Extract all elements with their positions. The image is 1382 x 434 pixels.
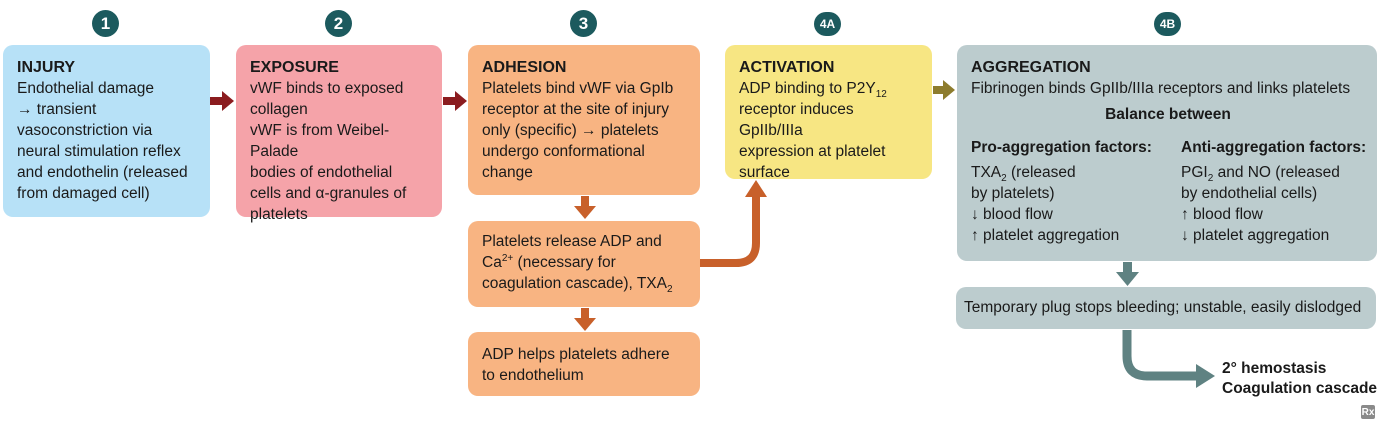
activation-line: ADP binding to P2Y12 <box>739 80 887 101</box>
adp-line: to endothelium <box>482 367 584 384</box>
pro-line: TXA2 (released <box>971 164 1076 185</box>
arrow-injury-to-exposure <box>210 91 234 111</box>
step-badge-4a: 4A <box>814 12 841 36</box>
step-badge-1: 1 <box>92 10 119 37</box>
rx-logo: Rx <box>1361 405 1375 419</box>
pro-line: ↓ blood flow <box>971 206 1053 223</box>
exposure-line: vWF is from Weibel-Palade <box>250 122 390 160</box>
anti-line: ↓ platelet aggregation <box>1181 227 1330 244</box>
exposure-line: cells and α-granules of <box>250 185 407 202</box>
adp-line: ADP helps platelets adhere <box>482 346 670 363</box>
injury-title: INJURY <box>17 59 76 76</box>
anti-line: ↑ blood flow <box>1181 206 1263 223</box>
platelet-release-box: Platelets release ADP and Ca2+ (necessar… <box>468 221 700 307</box>
arrow-release-to-activation <box>700 180 767 267</box>
temporary-plug-box: Temporary plug stops bleeding; unstable,… <box>956 287 1376 329</box>
pro-line: by platelets) <box>971 185 1055 202</box>
adhesion-line: receptor at the site of injury <box>482 101 669 118</box>
anti-aggregation-column: Anti-aggregation factors: PGI2 and NO (r… <box>1181 137 1366 246</box>
activation-box: ACTIVATION ADP binding to P2Y12 receptor… <box>725 45 932 181</box>
anti-line: by endothelial cells) <box>1181 185 1318 202</box>
injury-line: neural stimulation reflex <box>17 143 181 160</box>
aggregation-subtitle: Fibrinogen binds GpIIb/IIIa receptors an… <box>971 80 1351 97</box>
arrow-exposure-to-adhesion <box>443 91 467 111</box>
activation-line: expression at platelet <box>739 143 886 160</box>
arrow-plug-to-final <box>1122 330 1215 388</box>
aggregation-title: AGGREGATION <box>971 59 1091 76</box>
adhesion-title: ADHESION <box>482 59 567 76</box>
release-line: Platelets release ADP and <box>482 233 662 250</box>
adhesion-box: ADHESION Platelets bind vWF via GpIb rec… <box>468 45 700 195</box>
exposure-title: EXPOSURE <box>250 59 339 76</box>
activation-line: receptor induces GpIIb/IIIa <box>739 101 854 139</box>
exposure-box: EXPOSURE vWF binds to exposed collagen v… <box>236 45 442 223</box>
exposure-line: bodies of endothelial <box>250 164 393 181</box>
injury-line: → transient <box>17 101 97 118</box>
final-line: 2° hemostasis <box>1222 360 1327 377</box>
pro-aggregation-heading: Pro-aggregation factors: <box>971 139 1152 156</box>
adp-adherence-box: ADP helps platelets adhere to endotheliu… <box>468 332 700 396</box>
step-badge-4b: 4B <box>1154 12 1181 36</box>
adhesion-line: undergo conformational <box>482 143 645 160</box>
activation-title: ACTIVATION <box>739 59 835 76</box>
adhesion-line: Platelets bind vWF via GpIb <box>482 80 674 97</box>
activation-line: surface <box>739 164 790 181</box>
arrow-adhesion-to-release <box>574 196 596 219</box>
adhesion-line: only (specific) → platelets <box>482 122 659 139</box>
pro-line: ↑ platelet aggregation <box>971 227 1120 244</box>
injury-line: and endothelin (released <box>17 164 188 181</box>
release-line: coagulation cascade), TXA2 <box>482 275 673 296</box>
release-line: Ca2+ (necessary for <box>482 252 616 271</box>
step-badge-3: 3 <box>570 10 597 37</box>
exposure-line: platelets <box>250 206 308 223</box>
injury-line: from damaged cell) <box>17 185 150 202</box>
plug-text: Temporary plug stops bleeding; unstable,… <box>964 299 1362 316</box>
exposure-line: vWF binds to exposed <box>250 80 404 97</box>
injury-line: vasoconstriction via <box>17 122 153 139</box>
injury-line: Endothelial damage <box>17 80 155 97</box>
exposure-line: collagen <box>250 101 308 118</box>
balance-heading: Balance between <box>1105 106 1231 123</box>
arrow-aggregation-to-plug <box>1116 262 1139 286</box>
adhesion-line: change <box>482 164 533 181</box>
secondary-hemostasis-label: 2° hemostasis Coagulation cascade <box>1222 359 1377 399</box>
injury-box: INJURY Endothelial damage → transient va… <box>3 45 210 217</box>
pro-aggregation-column: Pro-aggregation factors: TXA2 (released … <box>971 137 1152 246</box>
step-badge-2: 2 <box>325 10 352 37</box>
anti-aggregation-heading: Anti-aggregation factors: <box>1181 139 1367 156</box>
final-line: Coagulation cascade <box>1222 380 1378 397</box>
arrow-release-to-adp <box>574 308 596 331</box>
aggregation-box: AGGREGATION Fibrinogen binds GpIIb/IIIa … <box>957 45 1377 261</box>
anti-line: PGI2 and NO (released <box>1181 164 1340 185</box>
arrow-activation-to-aggregation <box>933 80 955 100</box>
